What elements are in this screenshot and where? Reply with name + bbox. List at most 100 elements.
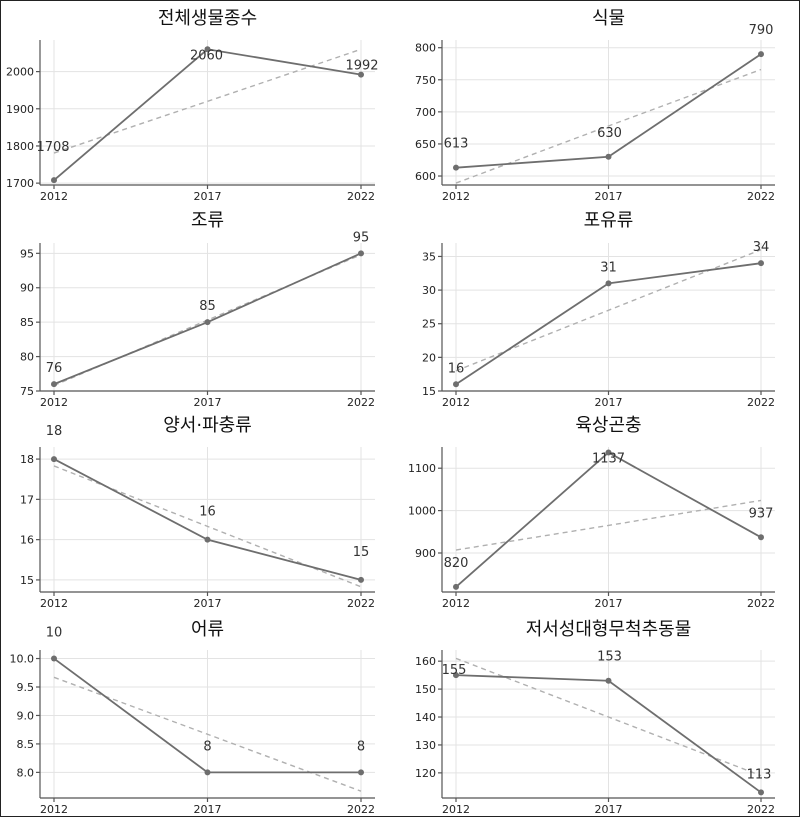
data-point xyxy=(605,280,612,287)
y-tick-label: 150 xyxy=(415,683,436,696)
y-tick-label: 2000 xyxy=(6,66,34,79)
y-tick-label: 75 xyxy=(20,385,34,398)
x-tick-label: 2022 xyxy=(347,190,375,203)
y-tick-label: 900 xyxy=(415,547,436,560)
data-label: 613 xyxy=(444,137,469,152)
data-point xyxy=(453,381,459,388)
y-tick-label: 17 xyxy=(20,493,34,506)
y-tick-label: 90 xyxy=(20,282,34,295)
chart-title: 전체생물종수 xyxy=(158,8,257,29)
chart-panel: 양서·파충류 15 16 17 18 2012 2017 2022 18 16 15 xyxy=(20,415,375,610)
y-tick-label: 140 xyxy=(415,711,436,724)
data-label: 937 xyxy=(749,506,774,521)
data-point xyxy=(605,153,612,160)
x-tick-label: 2017 xyxy=(595,803,623,816)
data-point xyxy=(204,536,211,543)
y-tick-label: 650 xyxy=(415,138,436,151)
x-tick-label: 2022 xyxy=(747,396,775,409)
y-tick-label: 15 xyxy=(20,574,34,587)
x-tick-label: 2012 xyxy=(442,803,470,816)
y-tick-label: 1000 xyxy=(408,505,436,518)
y-tick-label: 80 xyxy=(20,351,34,364)
data-point xyxy=(358,250,364,257)
x-tick-label: 2012 xyxy=(442,190,470,203)
y-tick-label: 1700 xyxy=(6,177,34,190)
chart-title: 저서성대형무척추동물 xyxy=(526,619,692,640)
data-point xyxy=(605,677,612,684)
data-label: 16 xyxy=(448,361,465,376)
y-tick-label: 9.0 xyxy=(17,709,35,722)
data-point xyxy=(51,381,57,388)
data-point xyxy=(358,71,364,78)
x-tick-label: 2012 xyxy=(442,396,470,409)
chart-panel: 저서성대형무척추동물 120 130 140 150 160 2012 2017 2022 155… xyxy=(415,619,775,816)
chart-panel: 전체생물종수 1700 1800 1900 2000 2012 2017 2022 1708 20… xyxy=(6,8,379,203)
x-tick-label: 2017 xyxy=(194,803,222,816)
data-point xyxy=(605,449,612,456)
x-tick-label: 2022 xyxy=(747,803,775,816)
data-point xyxy=(204,769,211,776)
x-tick-label: 2017 xyxy=(595,597,623,610)
chart-panel: 식물 600 650 700 750 800 2012 2017 2022 613 630 790 xyxy=(415,8,775,203)
data-point xyxy=(758,260,764,267)
y-tick-label: 1900 xyxy=(6,103,34,116)
y-tick-label: 10.0 xyxy=(10,653,35,666)
data-label: 8 xyxy=(203,739,211,754)
data-label: 16 xyxy=(199,505,216,520)
x-tick-label: 2017 xyxy=(595,396,623,409)
x-tick-label: 2012 xyxy=(40,190,68,203)
data-point xyxy=(758,534,764,541)
x-tick-label: 2012 xyxy=(442,597,470,610)
chart-panel: 포유류 15 20 25 30 35 2012 2017 2022 16 31 34 xyxy=(422,210,775,409)
data-label: 31 xyxy=(600,260,617,275)
trend-line xyxy=(455,499,762,551)
x-tick-label: 2017 xyxy=(194,190,222,203)
data-label: 8 xyxy=(357,739,365,754)
data-label: 95 xyxy=(353,230,370,245)
y-tick-label: 700 xyxy=(415,106,436,119)
chart-title: 포유류 xyxy=(584,210,634,231)
y-tick-label: 750 xyxy=(415,74,436,87)
x-tick-label: 2012 xyxy=(40,803,68,816)
y-tick-label: 85 xyxy=(20,316,34,329)
y-tick-label: 120 xyxy=(415,767,436,780)
y-tick-label: 1100 xyxy=(408,462,436,475)
data-label: 2060 xyxy=(190,48,223,63)
data-point xyxy=(358,576,364,583)
data-point xyxy=(358,769,364,776)
x-tick-label: 2022 xyxy=(347,396,375,409)
x-tick-label: 2022 xyxy=(747,190,775,203)
chart-panel: 조류 75 80 85 90 95 2012 2017 2022 76 85 95 xyxy=(20,210,375,409)
x-tick-label: 2017 xyxy=(595,190,623,203)
data-label: 790 xyxy=(749,23,774,38)
data-label: 15 xyxy=(353,545,370,560)
x-tick-label: 2022 xyxy=(747,597,775,610)
data-point xyxy=(453,672,459,679)
data-point xyxy=(453,164,459,171)
data-label: 1992 xyxy=(345,59,378,74)
chart-panel: 어류 8.0 8.5 9.0 9.5 10.0 2012 2017 2022 10 8 8 xyxy=(10,619,375,816)
data-label: 155 xyxy=(442,663,467,678)
data-point xyxy=(758,51,764,58)
data-label: 76 xyxy=(46,361,63,376)
x-tick-label: 2017 xyxy=(194,396,222,409)
y-tick-label: 160 xyxy=(415,655,436,668)
y-tick-label: 18 xyxy=(20,453,34,466)
data-label: 1708 xyxy=(36,140,69,155)
data-label: 153 xyxy=(597,650,622,665)
y-tick-label: 9.5 xyxy=(17,681,35,694)
y-tick-label: 16 xyxy=(20,534,34,547)
y-tick-label: 25 xyxy=(422,318,436,331)
data-label: 820 xyxy=(444,556,469,571)
data-label: 113 xyxy=(747,767,772,782)
data-label: 18 xyxy=(46,424,63,439)
chart-title: 육상곤충 xyxy=(575,415,641,436)
data-point xyxy=(51,177,57,184)
x-tick-label: 2017 xyxy=(194,597,222,610)
y-tick-label: 30 xyxy=(422,284,436,297)
y-tick-label: 8.0 xyxy=(17,766,35,779)
data-point xyxy=(453,583,459,590)
chart-title: 양서·파충류 xyxy=(163,415,252,436)
x-tick-label: 2012 xyxy=(40,396,68,409)
y-tick-label: 600 xyxy=(415,170,436,183)
